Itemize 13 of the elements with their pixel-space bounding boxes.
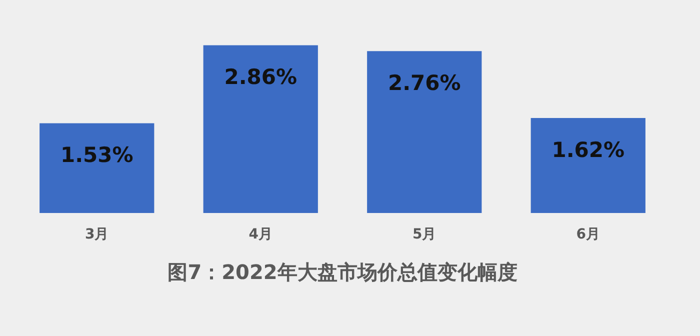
data-label: 2.86% bbox=[224, 65, 298, 90]
data-label: 1.53% bbox=[60, 143, 134, 168]
bar bbox=[203, 45, 318, 213]
bar bbox=[40, 123, 154, 213]
bar bbox=[367, 51, 482, 213]
bar bbox=[530, 118, 646, 213]
x-tick-label: 5月 bbox=[412, 226, 436, 242]
text: 图7：2022年大盘市场价总值变化幅度 bbox=[168, 260, 518, 284]
data-label: 2.76% bbox=[388, 71, 461, 96]
data-label: 1.62% bbox=[552, 138, 625, 162]
x-tick-label: 4月 bbox=[248, 226, 272, 242]
x-tick-label: 3月 bbox=[85, 226, 109, 242]
x-tick-label: 6月 bbox=[576, 226, 600, 242]
